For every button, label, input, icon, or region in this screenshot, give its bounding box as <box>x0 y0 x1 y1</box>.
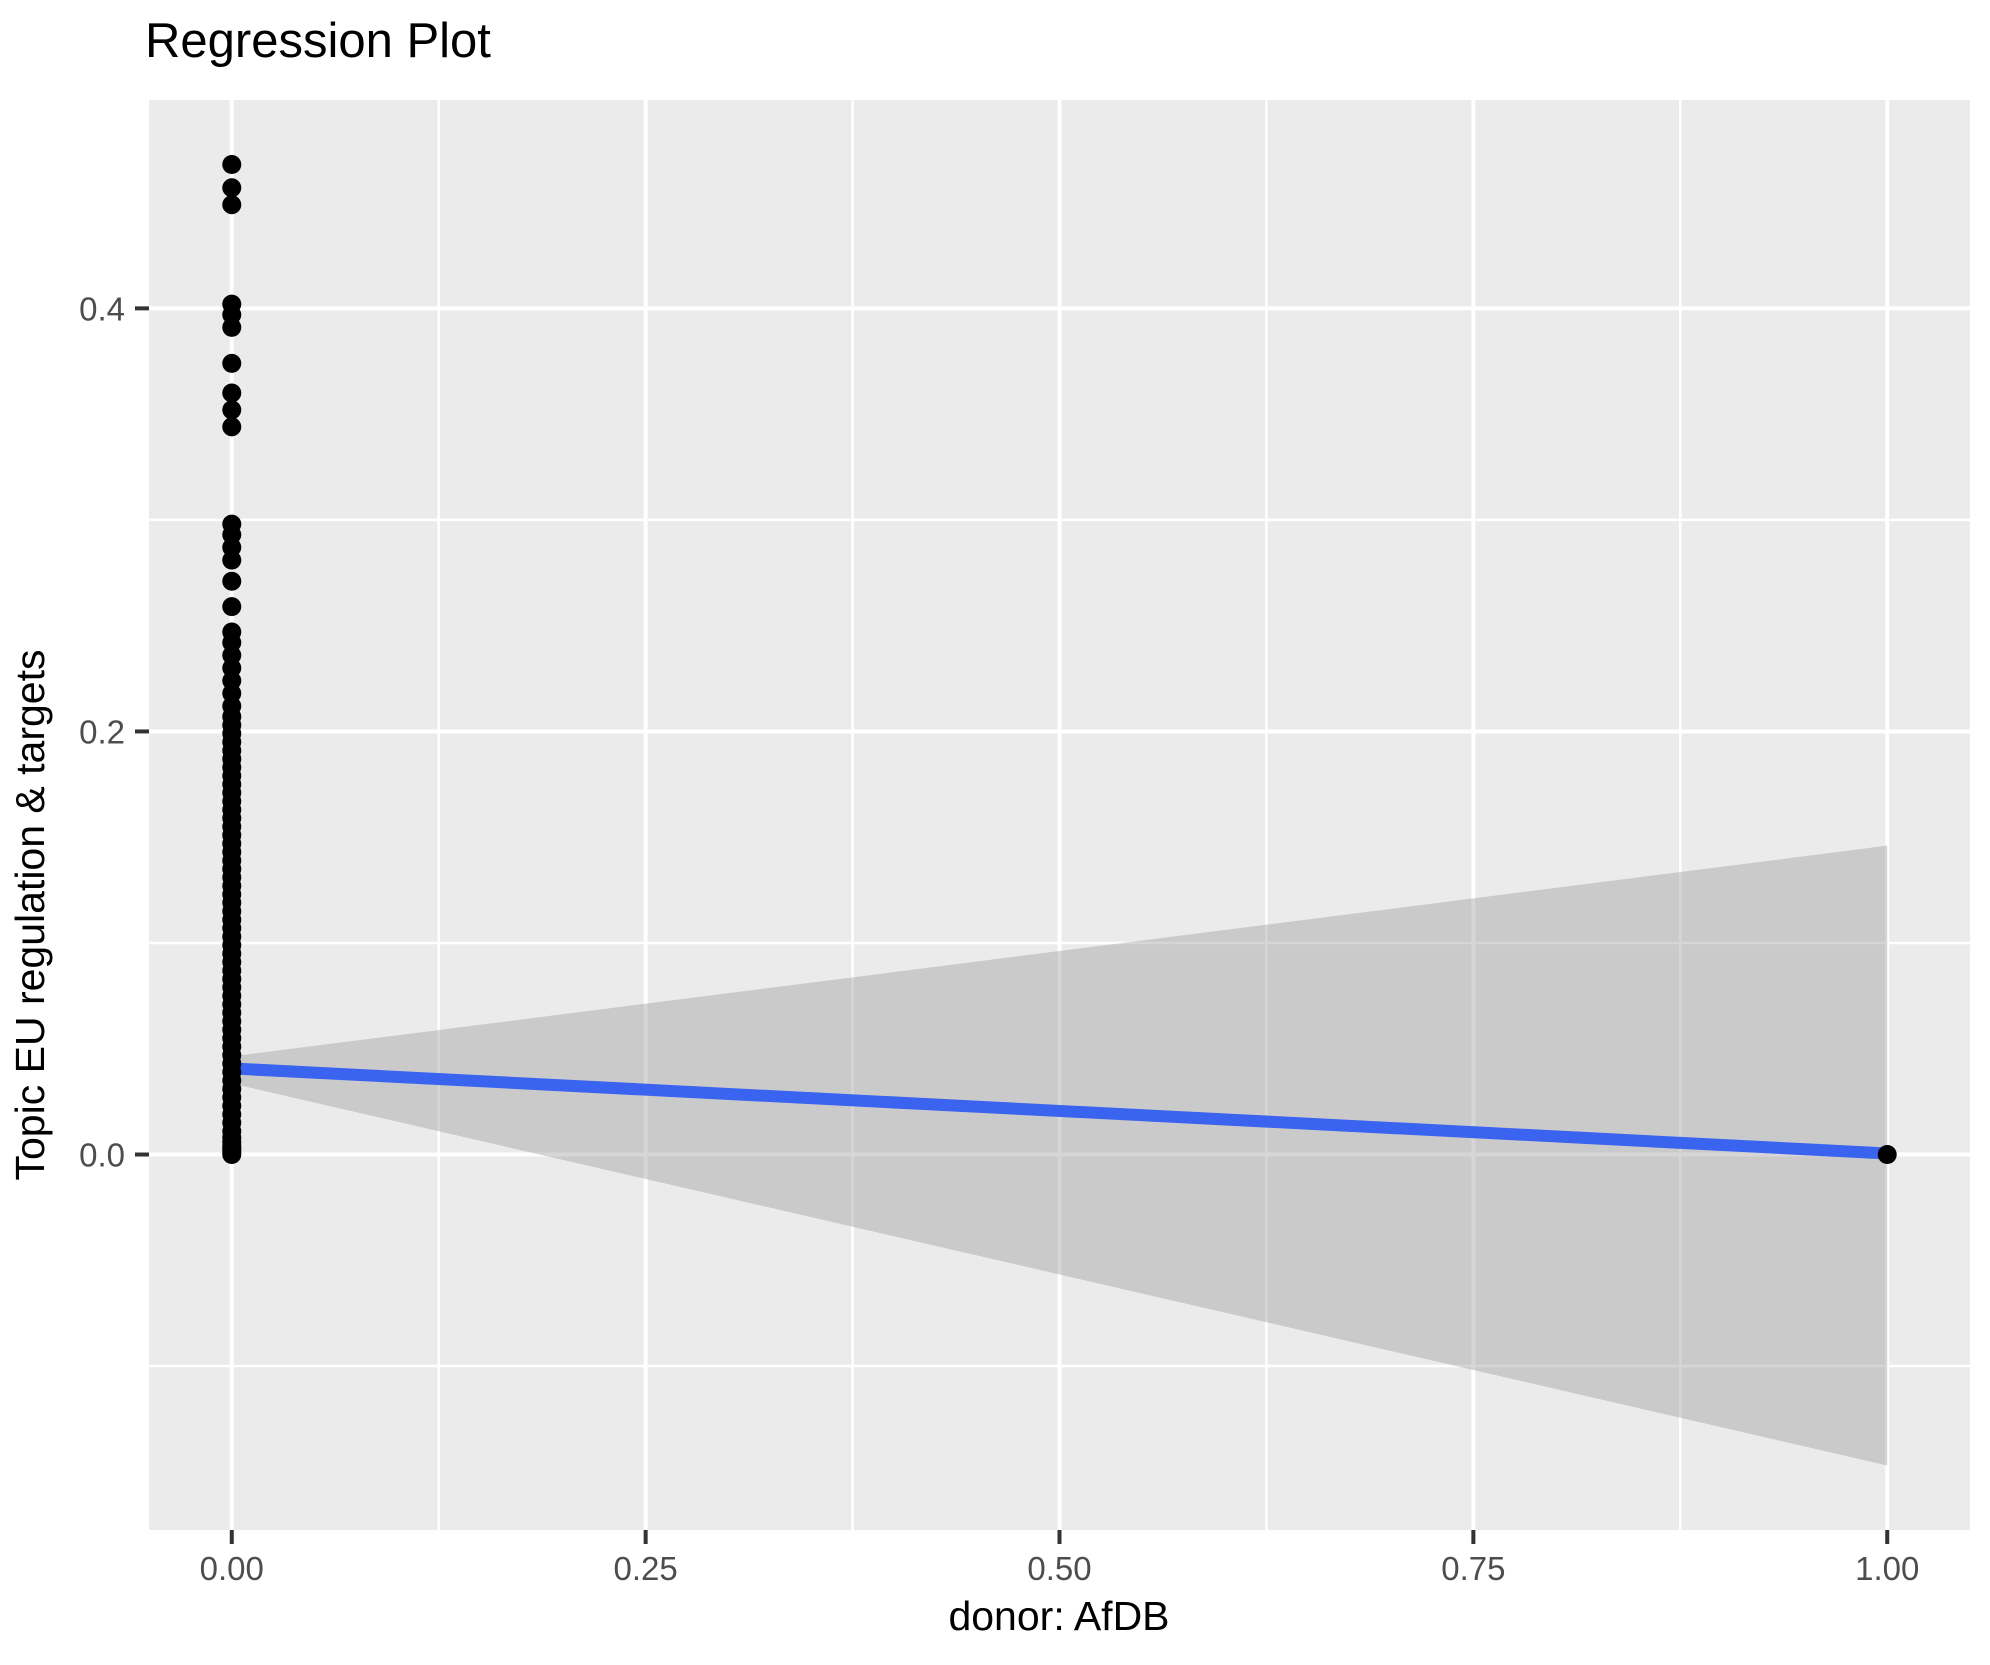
y-tick-label: 0.4 <box>79 290 125 327</box>
x-tick-label: 0.75 <box>1441 1550 1505 1587</box>
data-point <box>222 1145 242 1165</box>
x-axis-title: donor: AfDB <box>948 1593 1169 1639</box>
confidence-band <box>231 845 1888 1466</box>
data-point <box>222 178 242 198</box>
data-point <box>222 597 242 617</box>
x-tick-label: 0.25 <box>614 1550 678 1587</box>
axis-tick-marks <box>135 306 1890 1544</box>
data-point <box>1877 1145 1897 1165</box>
data-point <box>222 155 242 175</box>
plot-title: Regression Plot <box>145 14 491 68</box>
data-point <box>222 353 242 373</box>
axis-tick-labels: 0.00 0.25 0.50 0.75 1.00 0.0 0.2 0.4 <box>79 290 1919 1587</box>
x-tick-label: 0.50 <box>1027 1550 1091 1587</box>
y-tick-label: 0.2 <box>79 713 125 750</box>
data-point <box>222 550 242 570</box>
data-point <box>222 400 242 420</box>
major-gridlines <box>149 100 1970 1530</box>
data-point <box>222 417 242 437</box>
y-axis-title: Topic EU regulation & targets <box>7 650 53 1181</box>
x-tick-label: 0.00 <box>200 1550 264 1587</box>
data-point <box>222 317 242 337</box>
data-point <box>222 383 242 403</box>
data-point <box>222 195 242 215</box>
regression-line-segment <box>231 1062 1888 1160</box>
data-point <box>222 571 242 591</box>
y-tick-label: 0.0 <box>79 1137 125 1174</box>
x-tick-label: 1.00 <box>1855 1550 1919 1587</box>
confidence-band-area <box>231 845 1888 1466</box>
regression-line <box>231 1062 1888 1160</box>
scatter-points <box>222 155 1897 1165</box>
